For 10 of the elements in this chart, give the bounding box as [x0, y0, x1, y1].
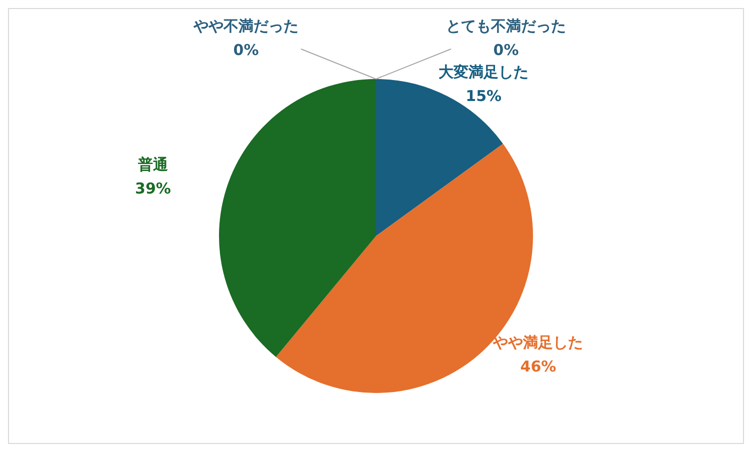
text: 0%: [493, 41, 519, 59]
category-label: やや不満だった: [194, 17, 298, 35]
category-label: とても不満だった: [446, 17, 566, 35]
data-label: 39%: [135, 179, 171, 198]
text: 0%: [233, 41, 259, 59]
slice-label: やや満足した: [492, 334, 584, 352]
slice-label: 大変満足した: [438, 63, 529, 82]
slice-label: 普通: [137, 155, 170, 174]
data-label: 15%: [466, 87, 502, 106]
data-label: 46%: [520, 358, 556, 376]
